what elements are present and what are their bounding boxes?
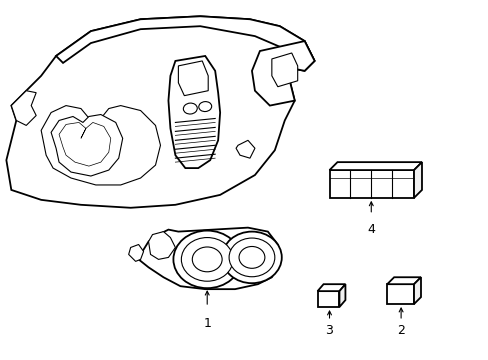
Ellipse shape — [198, 102, 211, 112]
Polygon shape — [41, 105, 160, 185]
Polygon shape — [317, 291, 339, 307]
Polygon shape — [413, 162, 421, 198]
Polygon shape — [329, 162, 421, 170]
Polygon shape — [413, 277, 420, 304]
Polygon shape — [51, 114, 122, 176]
Polygon shape — [138, 228, 279, 289]
Text: 3: 3 — [325, 324, 333, 337]
Ellipse shape — [228, 238, 274, 277]
Polygon shape — [386, 284, 413, 304]
Polygon shape — [251, 41, 314, 105]
Polygon shape — [236, 140, 254, 158]
Polygon shape — [317, 284, 345, 291]
Text: 1: 1 — [203, 318, 211, 330]
Ellipse shape — [173, 231, 241, 288]
Polygon shape — [59, 122, 111, 166]
Polygon shape — [178, 61, 208, 96]
Ellipse shape — [192, 247, 222, 272]
Polygon shape — [386, 277, 420, 284]
Polygon shape — [329, 170, 413, 198]
Ellipse shape — [181, 238, 233, 281]
Polygon shape — [56, 16, 314, 63]
Text: 4: 4 — [366, 223, 374, 236]
Ellipse shape — [222, 231, 281, 283]
Polygon shape — [148, 231, 175, 260]
Text: 2: 2 — [396, 324, 404, 337]
Ellipse shape — [239, 247, 264, 268]
Polygon shape — [6, 16, 314, 208]
Ellipse shape — [183, 103, 197, 114]
Polygon shape — [271, 53, 297, 87]
Polygon shape — [168, 56, 220, 168]
Polygon shape — [11, 91, 36, 125]
Polygon shape — [339, 284, 345, 307]
Polygon shape — [128, 244, 143, 261]
